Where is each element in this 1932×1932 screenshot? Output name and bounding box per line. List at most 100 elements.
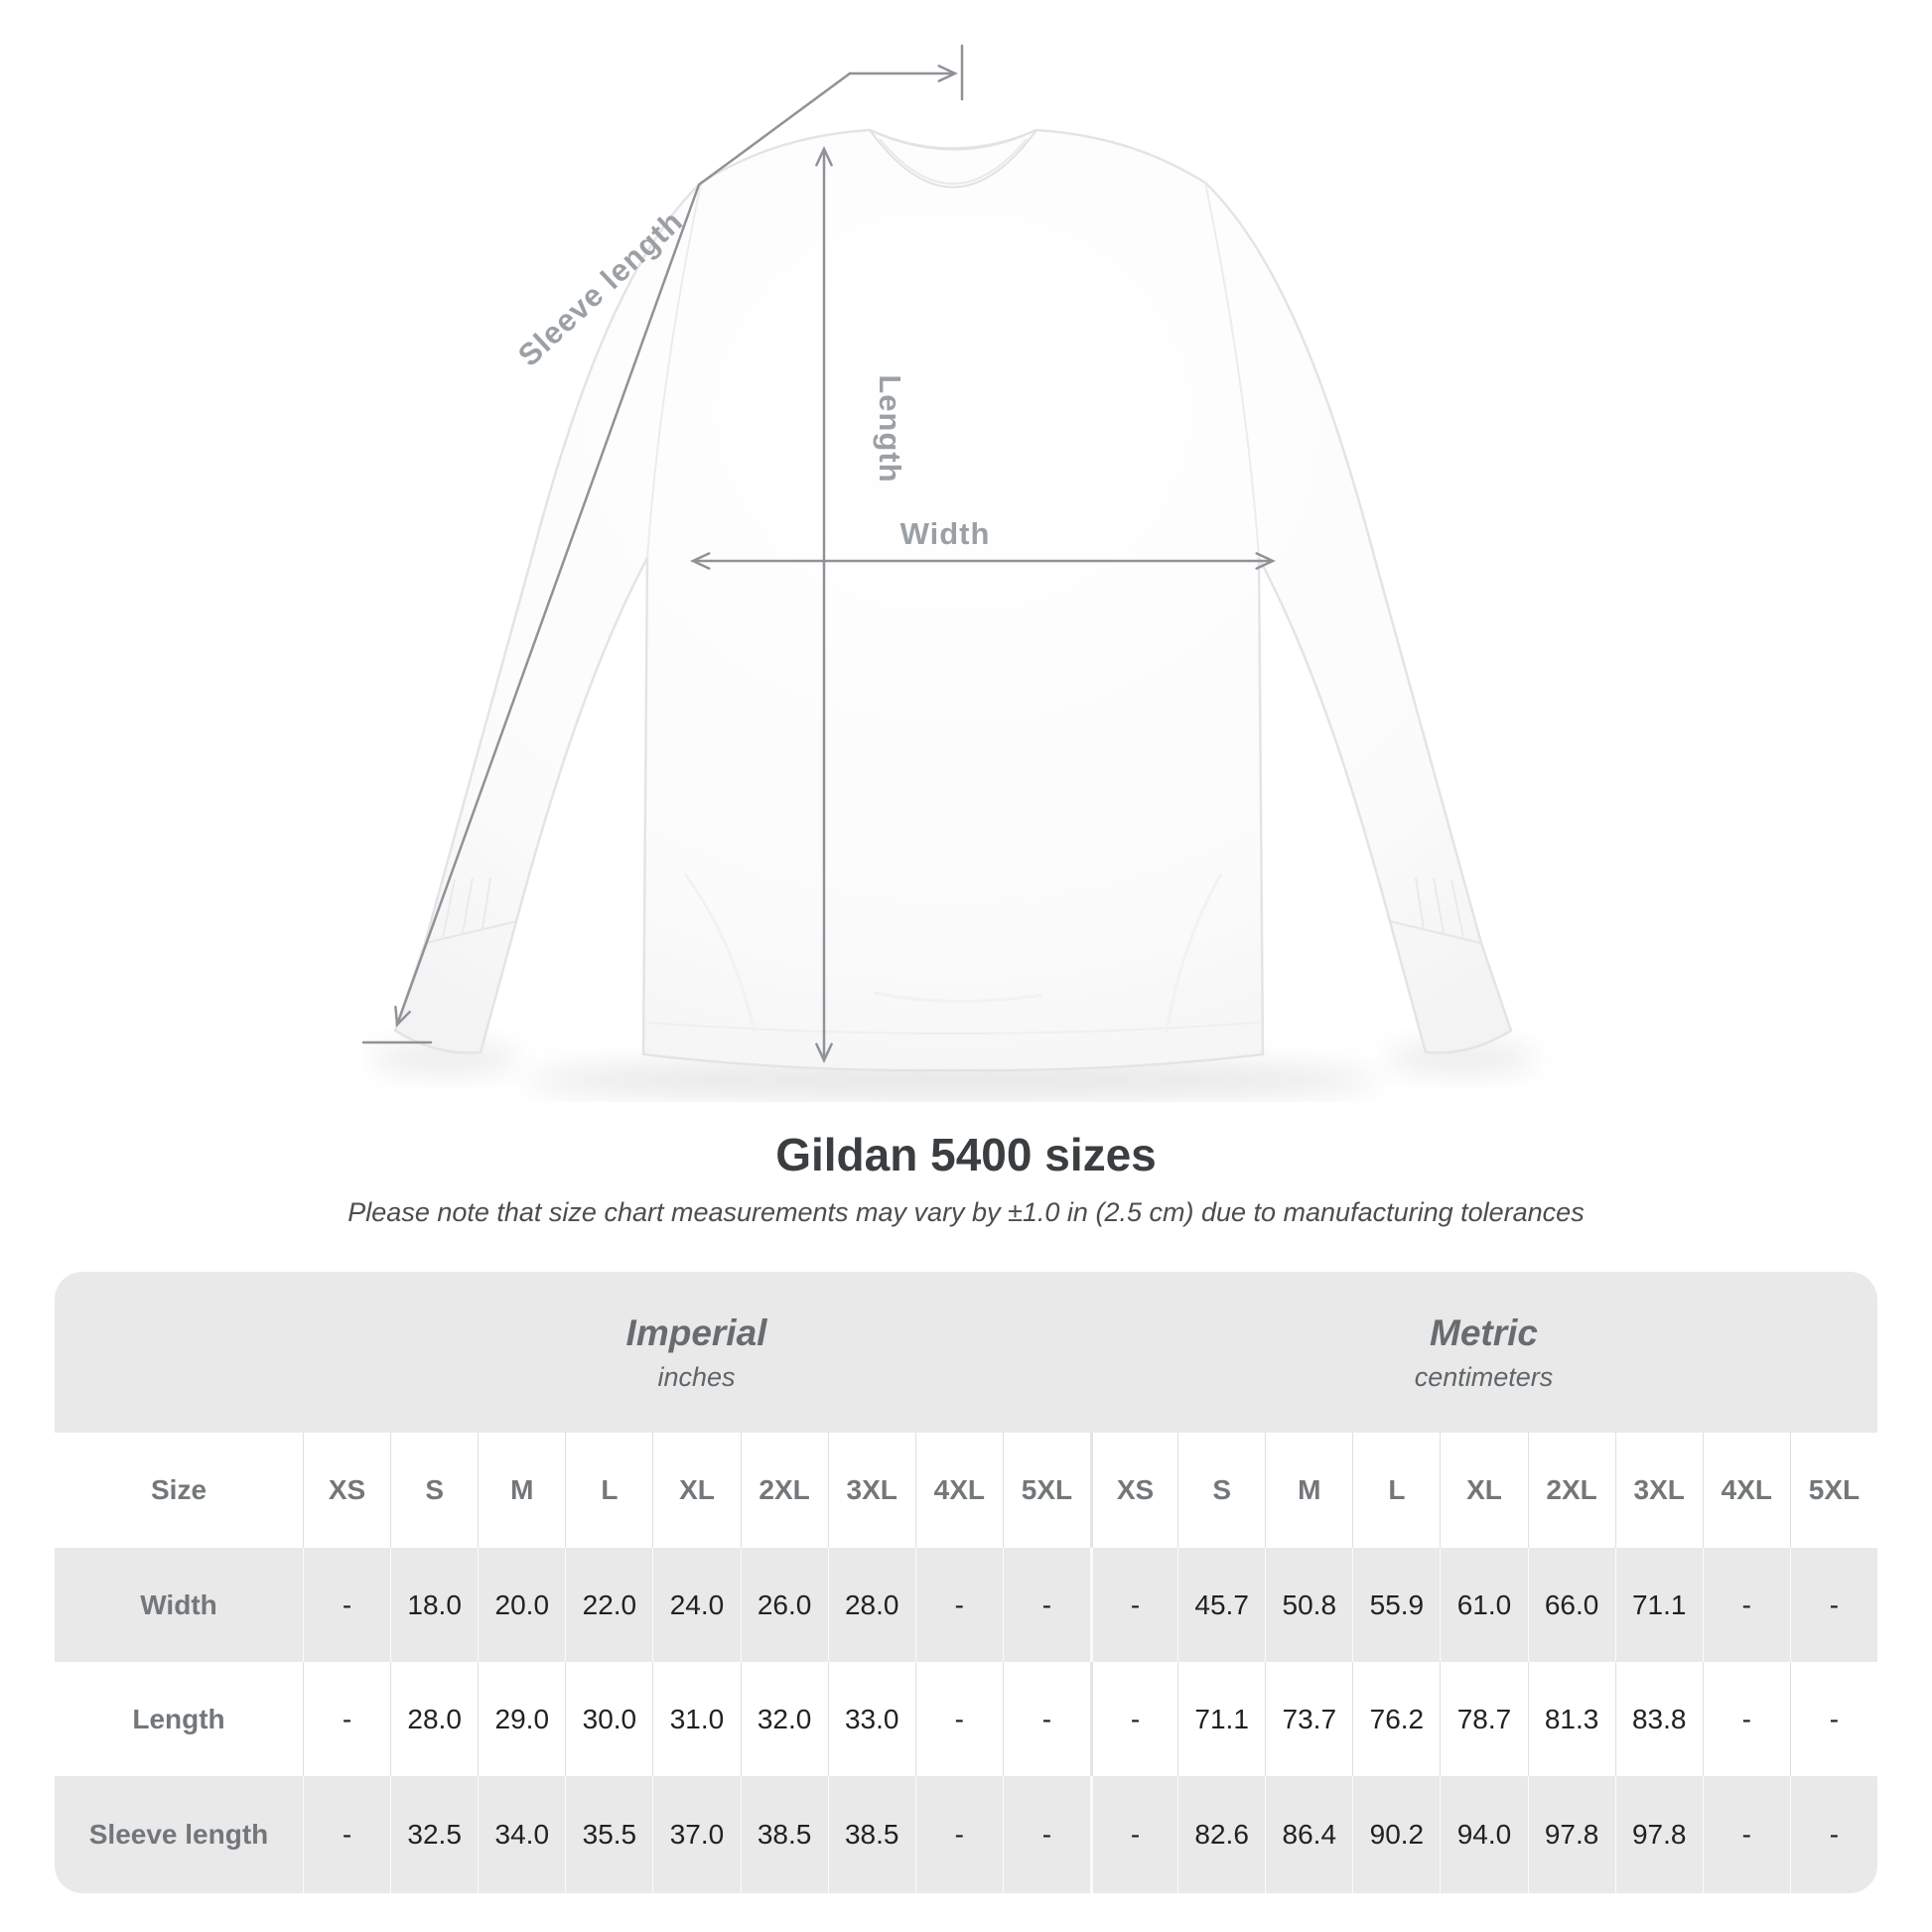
- value-cell: -: [914, 1548, 1003, 1662]
- value-cell: -: [1090, 1776, 1177, 1893]
- metric-group-header: Metric centimeters: [1090, 1272, 1877, 1433]
- size-col-header-metric-4xl: 4XL: [1702, 1433, 1790, 1548]
- value-cell: 28.0: [827, 1548, 915, 1662]
- sleeve-length-line: [395, 71, 852, 1027]
- size-diagram: Sleeve length Length Width: [361, 44, 1536, 1100]
- hem-stitch: [646, 1022, 1260, 1035]
- value-cell: -: [303, 1548, 390, 1662]
- value-cell: 32.5: [390, 1776, 478, 1893]
- value-cell: 71.1: [1177, 1662, 1265, 1776]
- value-cell: -: [1002, 1662, 1090, 1776]
- size-corner-label: Size: [150, 1474, 207, 1505]
- value-cell: 28.0: [390, 1662, 478, 1776]
- size-col-header-imperial-4xl: 4XL: [914, 1433, 1003, 1548]
- size-table: Imperial inches Metric centimeters Size …: [55, 1272, 1877, 1893]
- value-cell: 29.0: [478, 1662, 565, 1776]
- collar-stitch: [879, 138, 1028, 185]
- cuff-gathers-left: [442, 877, 491, 938]
- measurement-arrows: [361, 44, 1276, 1063]
- row-label: Width: [140, 1588, 217, 1620]
- sleeve-length-arrowhead: [394, 1005, 411, 1028]
- value-cell: 73.7: [1265, 1662, 1352, 1776]
- value-cell: -: [303, 1776, 390, 1893]
- shirt-illustration: [370, 128, 1536, 1100]
- row-label: Sleeve length: [88, 1819, 269, 1850]
- value-cell: 66.0: [1527, 1548, 1615, 1662]
- length-label: Length: [873, 374, 907, 483]
- width-label: Width: [900, 516, 991, 551]
- value-cell: 55.9: [1352, 1548, 1440, 1662]
- imperial-group-title: Imperial: [625, 1311, 767, 1353]
- width-arrowhead-left: [690, 552, 711, 570]
- value-cell: -: [1002, 1548, 1090, 1662]
- value-cell: -: [1789, 1776, 1877, 1893]
- value-cell: 71.1: [1614, 1548, 1703, 1662]
- value-cell: -: [303, 1662, 390, 1776]
- shirt-body: [393, 128, 1513, 1072]
- width-arrowhead-right: [1255, 552, 1276, 570]
- size-header-row: Size XS S M L XL 2XL 3XL 4XL 5XL XS S M …: [55, 1433, 1877, 1548]
- size-col-header-imperial-m: M: [478, 1433, 565, 1548]
- length-arrowhead-bottom: [815, 1042, 833, 1063]
- value-cell: 86.4: [1265, 1776, 1352, 1893]
- size-col-header-imperial-s: S: [390, 1433, 478, 1548]
- value-cell: -: [1090, 1662, 1177, 1776]
- size-col-header-imperial-l: L: [565, 1433, 652, 1548]
- value-cell: -: [1702, 1548, 1790, 1662]
- value-cell: 31.0: [652, 1662, 740, 1776]
- value-cell: 35.5: [565, 1776, 652, 1893]
- size-col-header-imperial-xs: XS: [303, 1433, 390, 1548]
- fabric-wrinkles: [683, 873, 1223, 1034]
- imperial-group-header: Imperial inches: [303, 1272, 1090, 1433]
- imperial-group-unit: inches: [657, 1361, 736, 1392]
- size-col-header-imperial-xl: XL: [652, 1433, 740, 1548]
- armhole-seam-left: [646, 182, 702, 559]
- value-cell: 82.6: [1177, 1776, 1265, 1893]
- cuff-gathers-right: [1415, 877, 1464, 938]
- value-cell: 38.5: [740, 1776, 828, 1893]
- value-cell: 20.0: [478, 1548, 565, 1662]
- unit-group-row: Imperial inches Metric centimeters: [55, 1272, 1877, 1433]
- value-cell: 18.0: [390, 1548, 478, 1662]
- value-cell: -: [1789, 1662, 1877, 1776]
- length-arrowhead-top: [815, 146, 833, 167]
- size-col-header-imperial-3xl: 3XL: [827, 1433, 915, 1548]
- value-cell: -: [1090, 1548, 1177, 1662]
- value-cell: 33.0: [827, 1662, 915, 1776]
- size-col-header-metric-l: L: [1352, 1433, 1440, 1548]
- value-cell: 90.2: [1352, 1776, 1440, 1893]
- value-cell: 61.0: [1440, 1548, 1527, 1662]
- value-cell: 81.3: [1527, 1662, 1615, 1776]
- value-cell: 26.0: [740, 1548, 828, 1662]
- shirt-shadow: [526, 1060, 1380, 1100]
- value-cell: -: [1702, 1776, 1790, 1893]
- metric-group-title: Metric: [1430, 1311, 1538, 1353]
- row-label: Length: [132, 1703, 225, 1734]
- value-cell: 34.0: [478, 1776, 565, 1893]
- value-cell: 94.0: [1440, 1776, 1527, 1893]
- value-cell: 97.8: [1614, 1776, 1703, 1893]
- size-col-header-metric-s: S: [1177, 1433, 1265, 1548]
- shirt-collar: [869, 129, 1037, 189]
- size-col-header-metric-3xl: 3XL: [1614, 1433, 1703, 1548]
- value-cell: -: [1789, 1548, 1877, 1662]
- value-cell: 76.2: [1352, 1662, 1440, 1776]
- metric-group-unit: centimeters: [1414, 1361, 1554, 1392]
- size-col-header-metric-m: M: [1265, 1433, 1352, 1548]
- value-cell: 83.8: [1614, 1662, 1703, 1776]
- value-cell: -: [914, 1776, 1003, 1893]
- value-cell: 37.0: [652, 1776, 740, 1893]
- value-cell: 45.7: [1177, 1548, 1265, 1662]
- value-cell: 78.7: [1440, 1662, 1527, 1776]
- shoulder-arrowhead: [937, 65, 958, 82]
- value-cell: 97.8: [1527, 1776, 1615, 1893]
- size-col-header-metric-5xl: 5XL: [1789, 1433, 1877, 1548]
- page-title: Gildan 5400 sizes: [775, 1129, 1157, 1180]
- table-row-length: Length - 28.0 29.0 30.0 31.0 32.0 33.0 -…: [55, 1662, 1877, 1776]
- size-col-header-metric-xs: XS: [1090, 1433, 1177, 1548]
- size-col-header-metric-2xl: 2XL: [1527, 1433, 1615, 1548]
- value-cell: 32.0: [740, 1662, 828, 1776]
- value-cell: 50.8: [1265, 1548, 1352, 1662]
- size-col-header-imperial-2xl: 2XL: [740, 1433, 828, 1548]
- size-col-header-imperial-5xl: 5XL: [1002, 1433, 1090, 1548]
